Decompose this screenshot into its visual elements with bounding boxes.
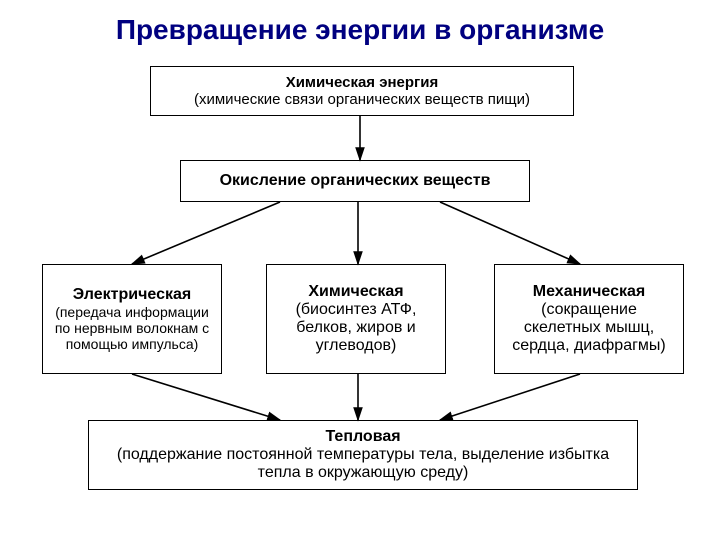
node-head: Электрическая: [73, 286, 191, 304]
node-head: Химическая энергия: [286, 74, 439, 91]
node-head: Тепловая: [325, 428, 400, 446]
node-mechanical: Механическая (сокращение скелетных мышц,…: [494, 264, 684, 374]
node-heat: Тепловая (поддержание постоянной темпера…: [88, 420, 638, 490]
node-sub: (сокращение скелетных мышц, сердца, диаф…: [501, 301, 677, 355]
node-sub: (биосинтез АТФ, белков, жиров и углеводо…: [273, 301, 439, 355]
node-head: Окисление органических веществ: [220, 172, 491, 190]
node-sub: (поддержание постоянной температуры тела…: [95, 446, 631, 482]
page-title: Превращение энергии в организме: [0, 14, 720, 46]
node-head: Химическая: [308, 283, 403, 301]
node-electrical: Электрическая (передача информации по не…: [42, 264, 222, 374]
node-chemical-out: Химическая (биосинтез АТФ, белков, жиров…: [266, 264, 446, 374]
node-sub: (передача информации по нервным волокнам…: [49, 304, 215, 352]
node-oxidation: Окисление органических веществ: [180, 160, 530, 202]
node-head: Механическая: [533, 283, 645, 301]
node-sub: (химические связи органических веществ п…: [194, 91, 530, 108]
node-chemical-source: Химическая энергия (химические связи орг…: [150, 66, 574, 116]
